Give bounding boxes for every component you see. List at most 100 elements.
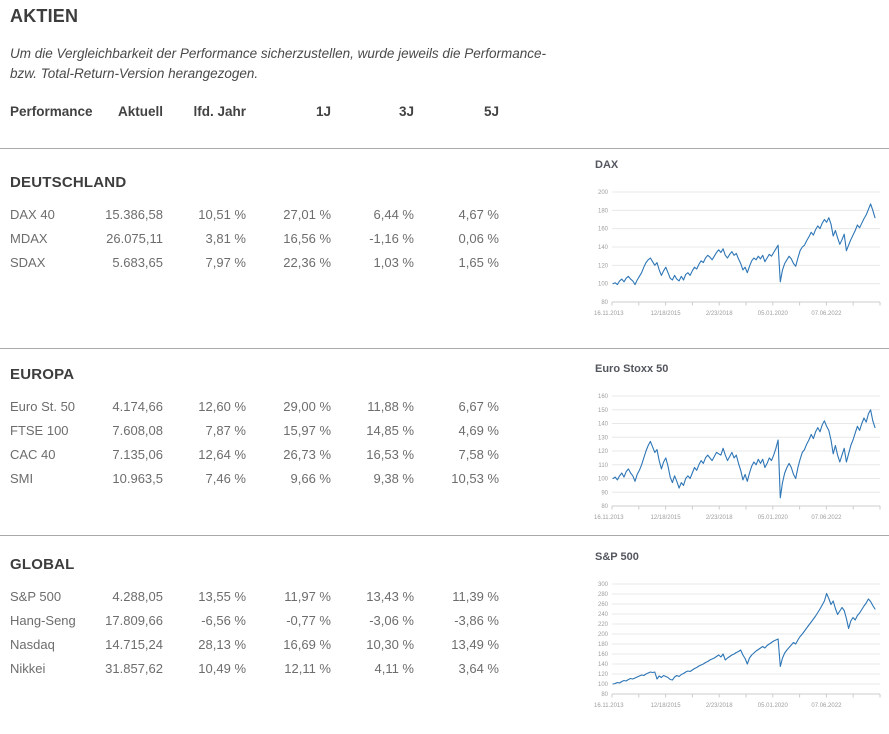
index-value: 31.857,62 xyxy=(105,661,163,676)
svg-text:280: 280 xyxy=(598,592,609,598)
section-heading: EUROPA xyxy=(10,366,75,383)
index-value: 22,36 % xyxy=(283,255,331,270)
section-global: GLOBAL S&P 500 4.288,05 13,55 % 11,97 % 13,4… xyxy=(10,556,499,681)
table-row: Euro St. 50 4.174,66 12,60 % 29,00 % 11,88 %… xyxy=(10,395,499,419)
index-name: CAC 40 xyxy=(10,447,56,462)
svg-text:200: 200 xyxy=(598,190,609,196)
index-value: 26.075,11 xyxy=(106,231,163,246)
section-europa: EUROPA Euro St. 50 4.174,66 12,60 % 29,00 %… xyxy=(10,366,499,491)
svg-text:05.01.2020: 05.01.2020 xyxy=(758,311,789,317)
index-value: 16,69 % xyxy=(283,637,331,652)
index-value: 28,13 % xyxy=(198,637,246,652)
index-name: SMI xyxy=(10,471,34,486)
index-value: 7,97 % xyxy=(205,255,246,270)
svg-text:160: 160 xyxy=(598,227,609,233)
euro-stoxx-line-chart-canvas: 160 150 140 130 120 110 100 90 80 16.11.2013 12/18… xyxy=(594,394,881,521)
index-value: 7,58 % xyxy=(458,447,499,462)
index-value: 4.288,05 xyxy=(112,589,163,604)
index-name: Nasdaq xyxy=(10,637,55,652)
index-value: 10,49 % xyxy=(198,661,246,676)
table-row: SDAX 5.683,65 7,97 % 22,36 % 1,03 % 1,65 % xyxy=(10,251,499,275)
chart-title: Euro Stoxx 50 xyxy=(595,363,669,375)
section-heading: GLOBAL xyxy=(10,556,75,573)
dax-line-chart-canvas: 200 180 160 140 120 100 80 16.11.2013 12/18/2015… xyxy=(594,190,881,317)
sp500-chart: S&P 500 300 280 260 240 220 200 180 160 140 120 10… xyxy=(590,550,889,714)
svg-text:100: 100 xyxy=(598,477,609,483)
table-row: FTSE 100 7.608,08 7,87 % 15,97 % 14,85 % 4,69… xyxy=(10,419,499,443)
svg-text:2/23/2018: 2/23/2018 xyxy=(706,515,733,521)
index-value: 14,85 % xyxy=(366,423,414,438)
page-title: AKTIEN xyxy=(10,6,79,26)
table-header: Performance Aktuell lfd. Jahr 1J 3J 5J xyxy=(10,104,499,119)
col-header-lfd-jahr: lfd. Jahr xyxy=(193,104,246,119)
index-value: 17.809,66 xyxy=(105,613,163,628)
table-row: S&P 500 4.288,05 13,55 % 11,97 % 13,43 % 11,3… xyxy=(10,585,499,609)
svg-text:240: 240 xyxy=(598,612,609,618)
svg-text:300: 300 xyxy=(598,582,609,588)
svg-text:80: 80 xyxy=(601,300,608,306)
index-name: MDAX xyxy=(10,231,48,246)
svg-text:120: 120 xyxy=(598,449,609,455)
table-row: Nikkei 31.857,62 10,49 % 12,11 % 4,11 % 3,64 … xyxy=(10,657,499,681)
col-header-1j: 1J xyxy=(315,104,331,119)
index-value: 5.683,65 xyxy=(112,255,163,270)
svg-text:12/18/2015: 12/18/2015 xyxy=(651,703,682,709)
col-header-performance: Performance xyxy=(10,104,93,119)
sp500-line-chart-canvas: 300 280 260 240 220 200 180 160 140 120 100 80 16.11… xyxy=(594,582,881,709)
index-value: 27,01 % xyxy=(283,207,331,222)
svg-text:140: 140 xyxy=(598,662,609,668)
index-name: DAX 40 xyxy=(10,207,55,222)
index-value: 11,88 % xyxy=(367,399,414,414)
svg-text:2/23/2018: 2/23/2018 xyxy=(706,703,733,709)
table-row: MDAX 26.075,11 3,81 % 16,56 % -1,16 % 0,06 % xyxy=(10,227,499,251)
euro-stoxx-chart: Euro Stoxx 50 160 150 140 130 120 110 100 90 80 1… xyxy=(590,362,889,526)
index-name: S&P 500 xyxy=(10,589,62,604)
index-name: SDAX xyxy=(10,255,46,270)
svg-text:07.06.2022: 07.06.2022 xyxy=(811,311,842,317)
index-value: 14.715,24 xyxy=(105,637,163,652)
index-value: 16,56 % xyxy=(283,231,331,246)
svg-text:12/18/2015: 12/18/2015 xyxy=(651,515,682,521)
svg-text:12/18/2015: 12/18/2015 xyxy=(651,311,682,317)
index-value: 1,65 % xyxy=(458,255,499,270)
subtitle-line-2: bzw. Total-Return-Version herangezogen. xyxy=(10,66,259,81)
index-value: 10,53 % xyxy=(451,471,499,486)
svg-text:200: 200 xyxy=(598,632,609,638)
svg-text:120: 120 xyxy=(598,672,609,678)
table-row: CAC 40 7.135,06 12,64 % 26,73 % 16,53 % 7,58 … xyxy=(10,443,499,467)
index-value: 4,67 % xyxy=(458,207,499,222)
svg-text:80: 80 xyxy=(601,504,608,510)
svg-text:220: 220 xyxy=(598,622,609,628)
table-row: Nasdaq 14.715,24 28,13 % 16,69 % 10,30 % 13,4… xyxy=(10,633,499,657)
svg-text:80: 80 xyxy=(601,692,608,698)
index-value: 13,43 % xyxy=(366,589,414,604)
svg-text:100: 100 xyxy=(598,282,609,288)
section-heading: DEUTSCHLAND xyxy=(10,174,127,191)
index-value: 12,60 % xyxy=(198,399,246,414)
svg-text:160: 160 xyxy=(598,652,609,658)
index-value: 3,81 % xyxy=(205,231,246,246)
index-value: 10.963,5 xyxy=(112,471,163,486)
index-value: 11,97 % xyxy=(284,589,331,604)
index-value: 7,46 % xyxy=(205,471,246,486)
index-value: 1,03 % xyxy=(373,255,414,270)
svg-text:07.06.2022: 07.06.2022 xyxy=(811,703,842,709)
section-rows: S&P 500 4.288,05 13,55 % 11,97 % 13,43 % 11,3… xyxy=(10,585,499,681)
section-divider xyxy=(0,348,889,349)
index-value: 29,00 % xyxy=(283,399,331,414)
dax-chart: DAX 200 180 160 140 120 100 80 16.11.2013 12/18/… xyxy=(590,158,889,322)
svg-text:16.11.2013: 16.11.2013 xyxy=(594,515,624,521)
section-divider xyxy=(0,148,889,149)
table-row: SMI 10.963,5 7,46 % 9,66 % 9,38 % 10,53 % xyxy=(10,467,499,491)
index-value: -1,16 % xyxy=(369,231,414,246)
svg-text:05.01.2020: 05.01.2020 xyxy=(758,703,789,709)
svg-text:100: 100 xyxy=(598,682,609,688)
index-value: 12,11 % xyxy=(284,661,331,676)
chart-title: S&P 500 xyxy=(595,551,639,563)
col-header-5j: 5J xyxy=(483,104,499,119)
svg-text:110: 110 xyxy=(598,463,608,469)
index-value: 4,69 % xyxy=(458,423,499,438)
index-value: 9,38 % xyxy=(373,471,414,486)
svg-text:90: 90 xyxy=(601,490,608,496)
